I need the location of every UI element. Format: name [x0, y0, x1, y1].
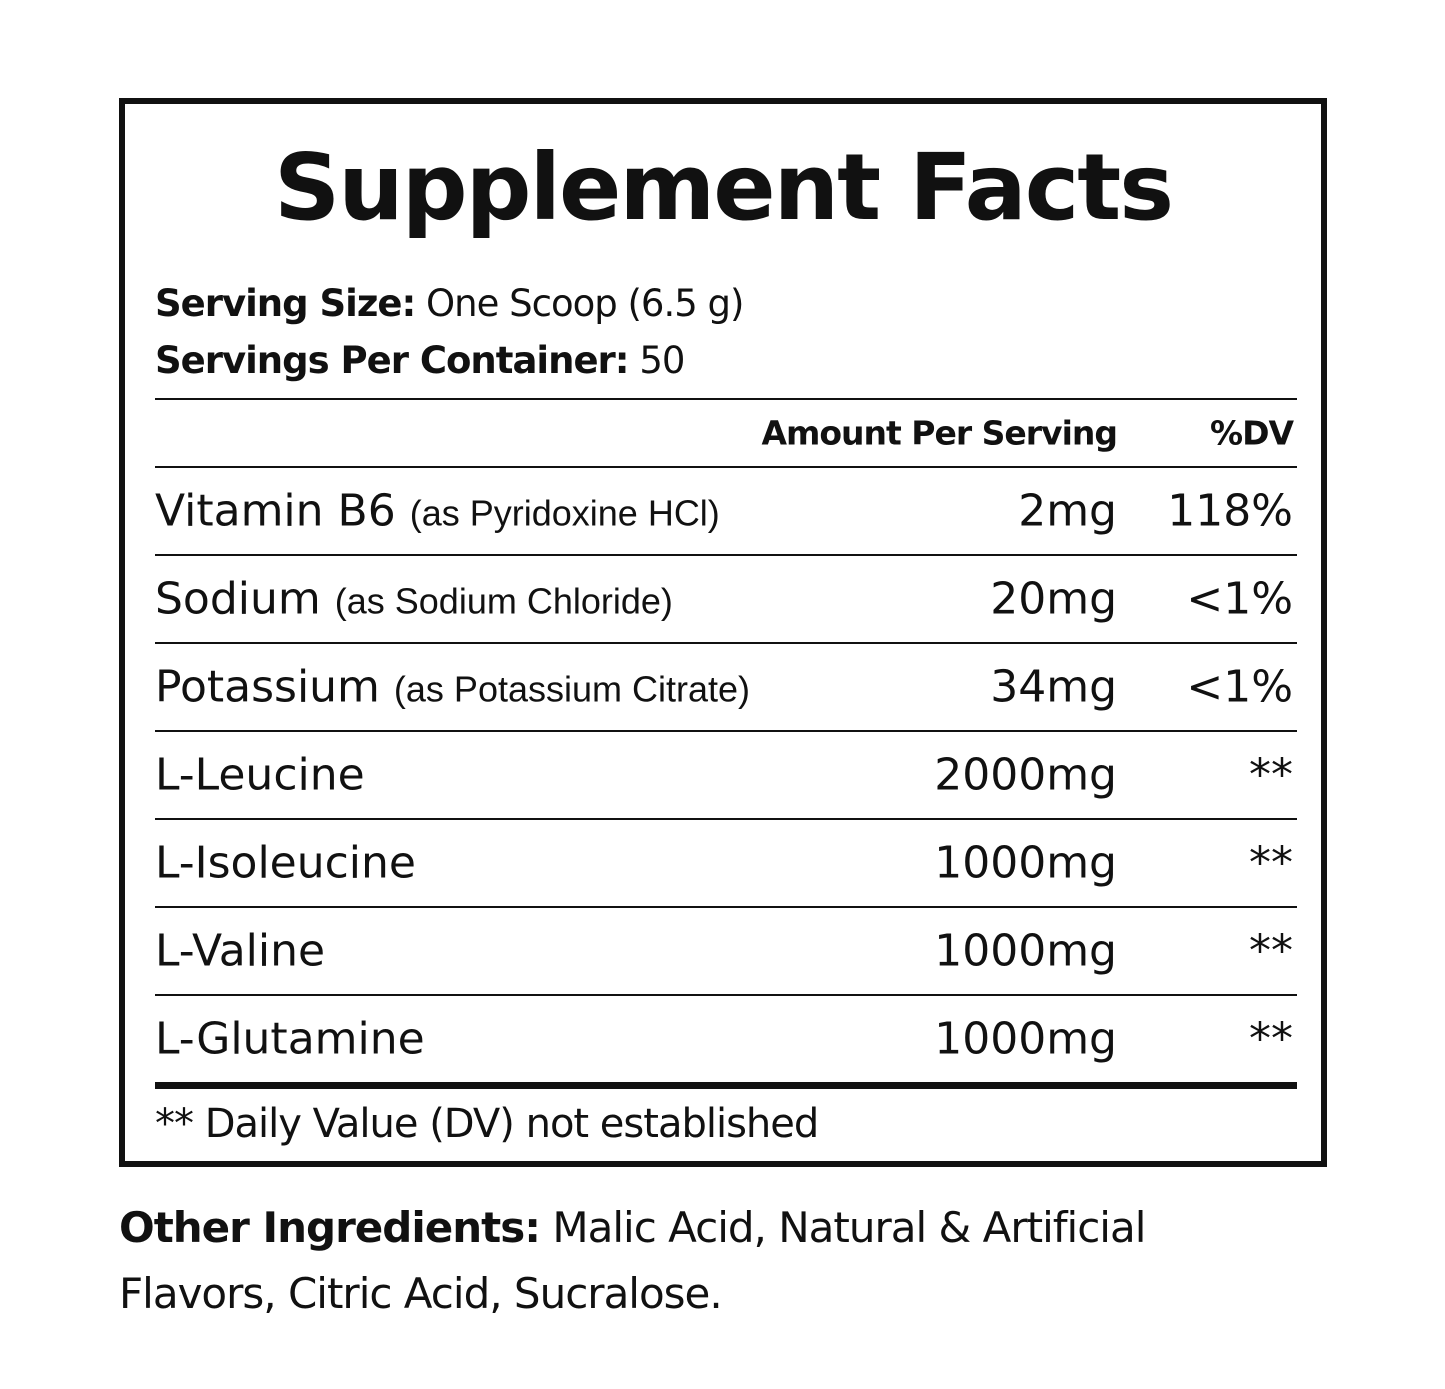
table-row: L-Isoleucine 1000mg ** — [155, 820, 1297, 906]
daily-value: 118% — [1167, 485, 1293, 537]
nutrient-name: L-Leucine — [155, 749, 365, 801]
serving-size: Serving Size: One Scoop (6.5 g) — [155, 282, 744, 325]
table-row: L-Glutamine 1000mg ** — [155, 996, 1297, 1082]
amount: 1000mg — [934, 837, 1117, 889]
amount: 1000mg — [934, 1013, 1117, 1065]
table-row: Vitamin B6 (as Pyridoxine HCl) 2mg 118% — [155, 468, 1297, 554]
nutrient-name: Sodium (as Sodium Chloride) — [155, 573, 673, 625]
daily-value: <1% — [1186, 661, 1293, 713]
amount: 2000mg — [934, 749, 1117, 801]
nutrient-name: L-Valine — [155, 925, 326, 977]
daily-value: ** — [1249, 1013, 1293, 1065]
table-header: Amount Per Serving %DV — [761, 413, 1294, 453]
daily-value: <1% — [1186, 573, 1293, 625]
other-ingredients: Other Ingredients: Malic Acid, Natural &… — [119, 1203, 1146, 1318]
amount: 34mg — [990, 661, 1117, 713]
daily-value: ** — [1249, 749, 1293, 801]
supplement-facts-panel: Supplement Facts Serving Size: One Scoop… — [119, 98, 1327, 1167]
table-row: Sodium (as Sodium Chloride) 20mg <1% — [155, 556, 1297, 642]
amount: 1000mg — [934, 925, 1117, 977]
nutrient-name: Vitamin B6 (as Pyridoxine HCl) — [155, 485, 720, 537]
nutrient-name: L-Isoleucine — [155, 837, 416, 889]
amount: 20mg — [990, 573, 1117, 625]
servings-per-container: Servings Per Container: 50 — [155, 339, 685, 382]
nutrient-name: L-Glutamine — [155, 1013, 425, 1065]
table-row: L-Leucine 2000mg ** — [155, 732, 1297, 818]
daily-value: ** — [1249, 925, 1293, 977]
footnote: ** Daily Value (DV) not established — [155, 1101, 819, 1147]
facts-table: Amount Per Serving %DV Vitamin B6 (as Pyr… — [155, 398, 1297, 1147]
daily-value: ** — [1249, 837, 1293, 889]
table-row: Potassium (as Potassium Citrate) 34mg <1% — [155, 644, 1297, 730]
panel-title: Supplement Facts — [274, 134, 1174, 241]
amount: 2mg — [1018, 485, 1117, 537]
table-row: L-Valine 1000mg ** — [155, 908, 1297, 994]
nutrient-name: Potassium (as Potassium Citrate) — [155, 661, 751, 713]
